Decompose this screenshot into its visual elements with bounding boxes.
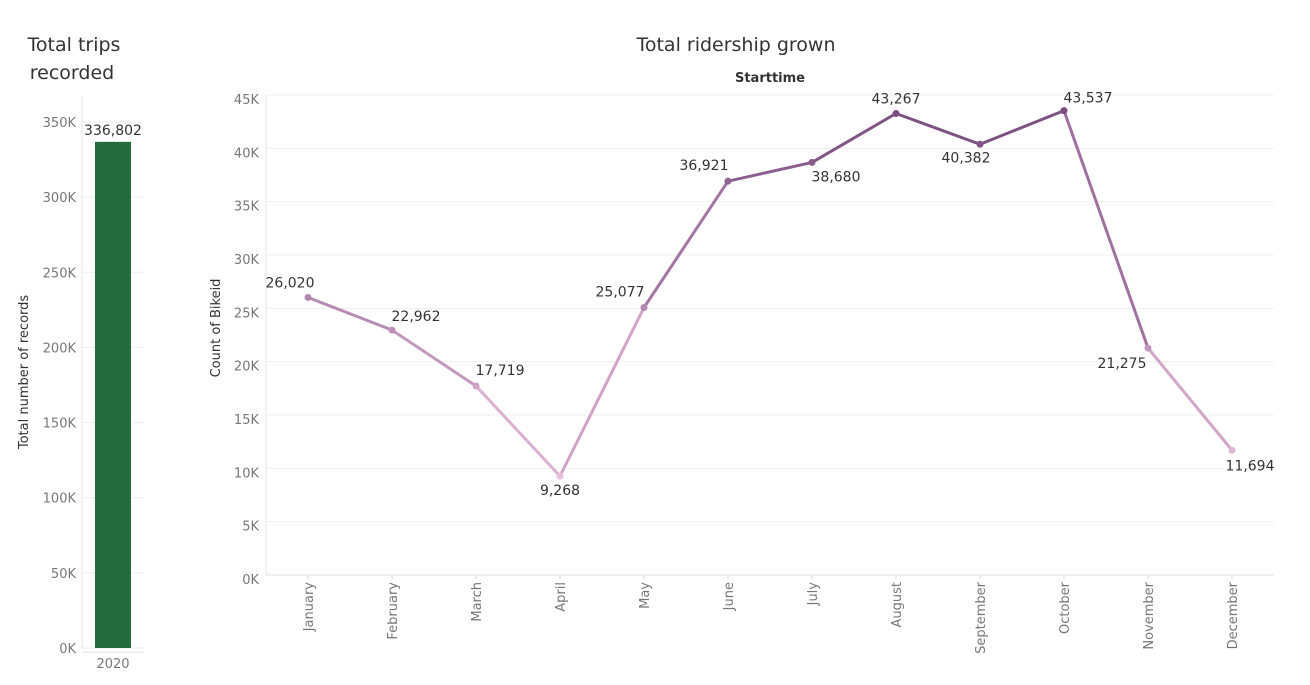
line-chart-y-tick-label: 35K [234, 200, 260, 215]
line-segment [642, 179, 730, 310]
line-chart-x-tick-label: August [890, 582, 905, 628]
line-chart-data-labels: 26,020 22,962 17,719 9,268 25,077 36,921 38,68… [266, 91, 1275, 500]
bar-chart-y-tick-label: 150K [43, 417, 77, 432]
line-segment [810, 111, 898, 164]
line-segment [1062, 109, 1150, 350]
line-data-label: 43,537 [1064, 91, 1113, 107]
bar-chart-y-tick-label: 250K [43, 266, 77, 281]
line-point-february [388, 326, 396, 334]
line-chart-y-tick-label: 30K [234, 253, 260, 268]
bar-chart-x-ticks: 2020 [82, 651, 144, 672]
line-chart-x-tick-label: March [470, 582, 485, 622]
bar-2020 [95, 141, 131, 648]
line-data-label: 21,275 [1098, 356, 1147, 372]
bar-chart-y-tick-label: 0K [59, 642, 76, 657]
line-segment [978, 109, 1066, 146]
line-chart-y-tick-label: 45K [234, 93, 260, 108]
line-chart-y-tick-label: 20K [234, 360, 260, 375]
line-chart-x-tick-label: July [806, 582, 821, 607]
line-segment [306, 295, 394, 332]
line-chart-x-tick-label: January [302, 582, 317, 633]
line-chart-series-line [306, 109, 1234, 478]
line-point-march [472, 382, 480, 390]
line-chart-y-axis-label: Count of Bikeid [209, 279, 224, 378]
line-chart-x-tick-label: April [554, 582, 569, 612]
line-data-label: 9,268 [540, 483, 580, 499]
bar-chart-bars: 336,802 [84, 123, 142, 648]
line-chart-y-tick-label: 15K [234, 413, 260, 428]
line-point-july [808, 158, 816, 166]
line-chart-y-ticks: 0K 5K 10K 15K 20K 25K 30K 35K 40K 45K [234, 93, 260, 588]
line-data-label: 17,719 [476, 363, 525, 379]
bar-chart-y-ticks: 0K 50K 100K 150K 200K 250K 300K 350K [43, 116, 77, 657]
line-chart-gridlines [265, 94, 1274, 576]
line-chart-y-tick-label: 5K [242, 520, 259, 535]
line-chart-x-tick-label: November [1142, 581, 1157, 649]
line-chart-y-tick-label: 25K [234, 306, 260, 321]
line-segment [726, 160, 814, 183]
line-chart-x-tick-label: October [1058, 581, 1073, 634]
line-segment [390, 328, 478, 388]
line-chart-x-tick-label: February [386, 582, 401, 640]
line-data-label: 40,382 [942, 150, 991, 166]
line-chart-x-ticks: January February March April May June July Augu… [302, 575, 1241, 654]
ridership-line-chart: Total ridership grown Starttime Count of… [209, 34, 1275, 654]
line-data-label: 25,077 [596, 285, 645, 301]
line-data-label: 38,680 [812, 169, 861, 185]
bar-chart-y-tick-label: 50K [51, 567, 77, 582]
line-point-november [1144, 344, 1152, 352]
bar-chart-y-tick-label: 300K [43, 191, 77, 206]
line-data-label: 43,267 [872, 91, 921, 107]
line-chart-x-tick-label: May [638, 582, 653, 609]
line-point-october [1060, 107, 1068, 115]
line-chart-y-tick-label: 40K [234, 146, 260, 161]
line-point-january [304, 293, 312, 301]
bar-value-label: 336,802 [84, 123, 142, 139]
line-data-label: 22,962 [392, 309, 441, 325]
bar-chart-y-tick-label: 350K [43, 116, 77, 131]
line-chart-x-tick-label: June [722, 582, 737, 611]
line-point-august [892, 109, 900, 117]
bar-chart-title-line-2: recorded [30, 62, 114, 84]
line-segment [894, 111, 982, 146]
line-data-label: 11,694 [1226, 458, 1275, 474]
bar-chart-y-axis-label: Total number of records [17, 295, 32, 451]
line-data-label: 36,921 [680, 158, 729, 174]
bar-chart-title-line-1: Total trips [27, 34, 121, 56]
line-segment [1146, 346, 1234, 452]
line-segment [558, 306, 646, 478]
line-chart-y-tick-label: 0K [242, 573, 259, 588]
bar-chart-y-tick-label: 100K [43, 492, 77, 507]
line-point-april [556, 472, 564, 480]
line-data-label: 26,020 [266, 275, 315, 291]
line-point-june [724, 177, 732, 185]
line-point-december [1228, 446, 1236, 454]
line-chart-y-tick-label: 10K [234, 466, 260, 481]
line-segment [474, 384, 562, 478]
line-chart-subtitle: Starttime [735, 71, 805, 86]
bar-chart-x-tick-label: 2020 [96, 657, 129, 672]
line-point-september [976, 140, 984, 148]
line-chart-title: Total ridership grown [635, 34, 835, 56]
bar-chart-y-tick-label: 200K [43, 341, 77, 356]
line-chart-x-tick-label: September [974, 581, 989, 654]
line-chart-x-tick-label: December [1226, 581, 1241, 649]
line-point-may [640, 304, 648, 312]
line-chart-points [304, 107, 1236, 480]
total-trips-chart: Total trips recorded Total number of rec… [17, 34, 144, 672]
